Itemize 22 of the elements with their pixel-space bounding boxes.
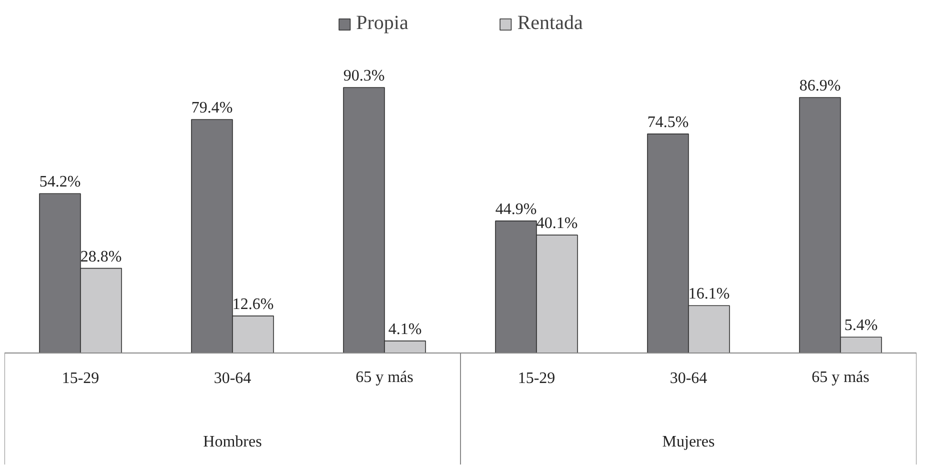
data-label: 54.2% (39, 174, 81, 191)
x-tick-label: 65 y más (356, 369, 414, 386)
legend-label: Propia (356, 12, 408, 35)
text: Mujeres (662, 434, 715, 451)
data-label: 28.8% (80, 248, 122, 266)
x-tick-label: 30-64 (670, 370, 708, 388)
data-label: 44.9% (495, 200, 537, 218)
data-label: 79.4% (191, 100, 233, 117)
data-label: 16.1% (688, 286, 730, 303)
data-label: 74.5% (647, 114, 689, 131)
x-tick-label: 30-64 (214, 370, 252, 388)
data-label: 40.1% (536, 215, 578, 232)
data-label: 86.9% (799, 77, 841, 94)
x-tick-label: 15-29 (62, 370, 100, 388)
text: Hombres (203, 434, 262, 451)
legend-label: Rentada (517, 12, 583, 35)
data-label: 12.6% (232, 296, 274, 313)
data-label: 90.3% (343, 67, 385, 84)
x-tick-label: 15-29 (518, 370, 556, 388)
x-tick-label: 65 y más (812, 369, 870, 386)
data-label: 5.4% (844, 317, 878, 334)
data-label: 4.1% (388, 320, 422, 338)
